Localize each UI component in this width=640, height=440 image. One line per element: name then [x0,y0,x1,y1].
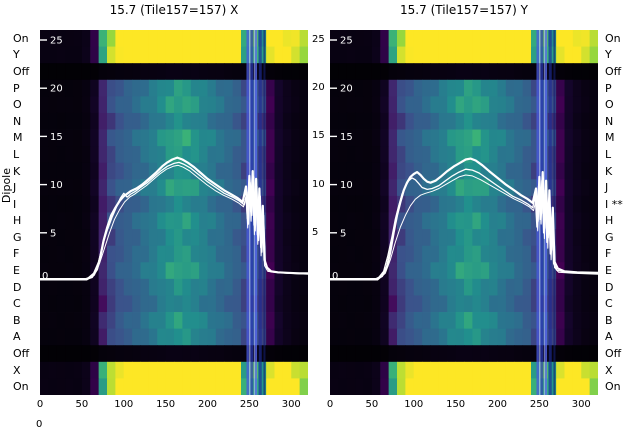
dipole-row-label: M [605,131,615,145]
x-tick-label: 100 [404,399,424,410]
dipole-row-label: N [13,114,22,128]
dipole-row-label: On [605,31,621,45]
dipole-axis-title: Dipole [0,168,13,204]
heatmap-x: 0 5 10 15 20 25 [40,30,308,395]
dipole-row-label: L [605,147,612,161]
dipole-row-label: E [13,264,20,278]
secondary-y-tick-label: 20 [312,82,325,94]
x-tick-label: 100 [114,399,134,410]
dipole-row-label: C [13,297,21,311]
dipole-row-label: K [13,164,21,178]
dipole-labels-left: On Y Off P O N M L K J I H G F E D C B A Off X On [13,30,43,395]
dipole-row-label: A [13,330,21,344]
dipole-row-label: Off [13,347,30,361]
dipole-row-label: G [605,230,614,244]
dipole-row-label: O [605,98,614,112]
dipole-row-label: Off [13,64,30,78]
x-tick-label: 0 [326,399,334,410]
dipole-labels-right: On Y Off P O N M L K J I ** H G F E D C B A Off X On [605,30,635,395]
secondary-y-tick-label: 15 [312,130,325,142]
secondary-y-axis-ticks: 25 20 15 10 5 [310,30,330,395]
dipole-row-label: E [605,264,612,278]
dipole-row-label: G [13,230,22,244]
dipole-row-label: On [605,380,621,394]
dipole-row-label: Y [13,48,20,62]
secondary-y-tick-label: 5 [312,226,319,238]
dipole-row-label: Y [605,48,612,62]
x-tick-label: 250 [239,399,259,410]
svg-text:20: 20 [340,84,353,95]
x-tick-label: 200 [487,399,508,410]
dipole-row-label: D [13,280,22,294]
dipole-row-label: X [605,363,613,377]
svg-text:0: 0 [332,271,338,282]
secondary-y-tick-label: 10 [312,178,325,190]
plot-title-x: 15.7 (Tile157=157) X [109,3,239,17]
dipole-row-label: P [605,81,612,95]
svg-text:15: 15 [50,132,63,143]
plot-y: 0 5 10 15 20 25 0 50 100 150 200 250 300 [327,30,598,410]
dipole-row-label: N [605,114,614,128]
svg-text:15: 15 [340,132,353,143]
x-tick-label: 150 [446,399,466,410]
dipole-row-label: H [13,214,22,228]
x-tick-label: 300 [571,399,591,410]
dipole-row-label: F [13,247,20,261]
dipole-row-label: Off [605,347,622,361]
dipole-row-label: D [605,280,614,294]
x-tick-label: 50 [365,399,379,410]
dipole-row-label: F [605,247,612,261]
svg-text:25: 25 [50,36,63,47]
x-tick-label: 0 [36,399,44,410]
dipole-row-label: O [13,98,22,112]
x-tick-label: 150 [156,399,176,410]
x-tick-label: 300 [281,399,301,410]
svg-text:25: 25 [340,36,353,47]
x-tick-label: 250 [529,399,549,410]
svg-text:10: 10 [340,180,353,191]
dipole-row-label: J [13,181,17,195]
x-tick-label: 50 [75,399,89,410]
svg-text:0: 0 [42,271,48,282]
plot-x: 0 5 10 15 20 25 0 50 100 150 200 250 300 [37,30,308,410]
dipole-row-label: L [13,147,20,161]
svg-text:5: 5 [340,228,346,239]
dipole-row-label: J [605,181,609,195]
plot-title-y: 15.7 (Tile157=157) Y [400,3,528,17]
dipole-row-label: On [13,31,29,45]
svg-text:10: 10 [50,180,63,191]
svg-text:20: 20 [50,84,63,95]
svg-text:5: 5 [50,228,56,239]
dipole-row-label: H [605,214,614,228]
dipole-row-label: M [13,131,23,145]
dipole-row-label: I ** [605,197,623,211]
dipole-row-label: C [605,297,613,311]
dipole-row-label: Off [605,64,622,78]
dipole-row-label: A [605,330,613,344]
x-tick-label: 200 [197,399,218,410]
dipole-row-label: P [13,81,20,95]
corner-zero-label: 0 [36,419,43,430]
dipole-row-label: K [605,164,613,178]
dipole-row-label: X [13,363,21,377]
dipole-row-label: B [605,313,613,327]
dipole-row-label: B [13,313,21,327]
dipole-row-label: I [13,197,17,211]
secondary-y-tick-label: 25 [312,34,325,45]
heatmap-y: 0 5 10 15 20 25 [330,30,598,395]
dipole-row-label: On [13,380,29,394]
